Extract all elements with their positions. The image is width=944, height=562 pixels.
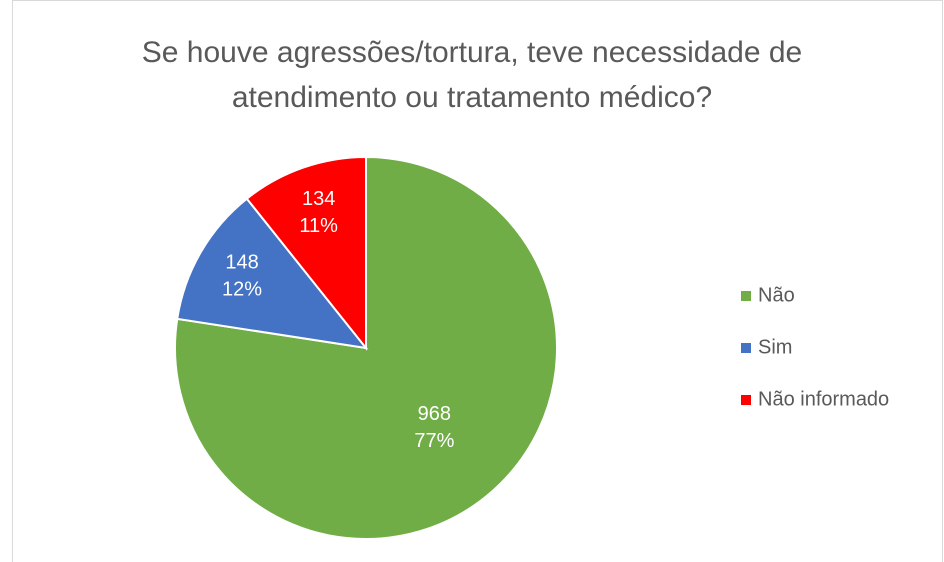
pie-slice	[176, 197, 369, 350]
legend-swatch	[741, 291, 751, 301]
legend-label: Sim	[758, 336, 792, 358]
legend-swatch	[741, 343, 751, 353]
data-label: 134	[302, 188, 335, 210]
chart-title: Se houve agressões/tortura, teve necessi…	[141, 36, 803, 114]
data-label-percent: 77%	[414, 430, 454, 452]
pie-slice	[245, 155, 367, 351]
data-label: 968	[418, 403, 451, 425]
data-label-percent: 11%	[299, 215, 338, 237]
legend-label: Não	[758, 284, 795, 306]
data-label: 148	[225, 251, 258, 273]
chart-border	[12, 0, 943, 562]
legend-label: Não informado	[758, 388, 889, 410]
data-label-percent: 12%	[222, 278, 262, 300]
legend-swatch	[741, 395, 751, 405]
